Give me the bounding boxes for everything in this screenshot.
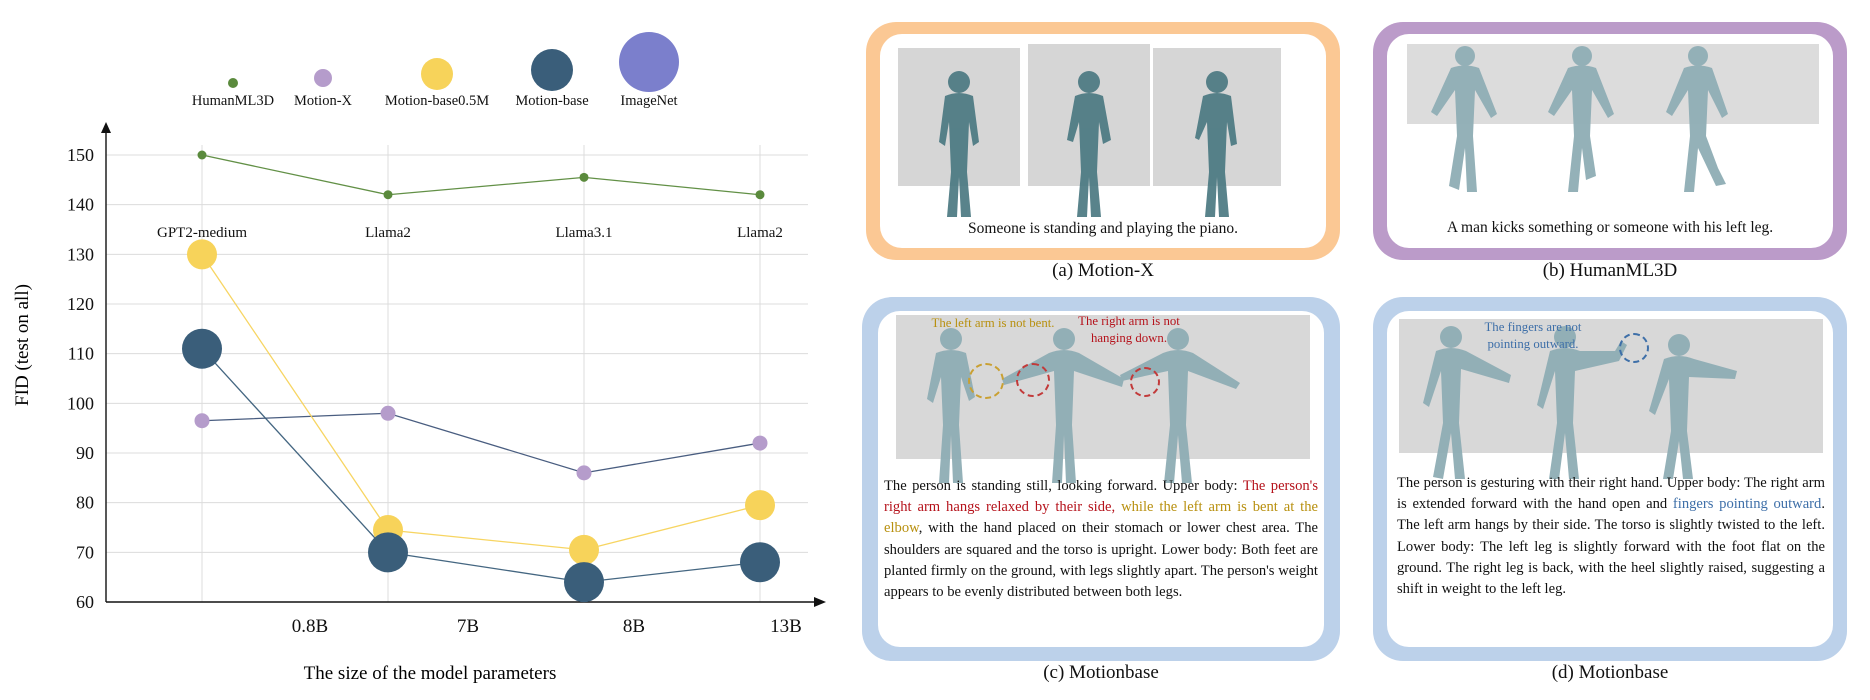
- point-0-3: [755, 190, 765, 200]
- x-axis-label: The size of the model parameters: [304, 663, 557, 684]
- legend-label-3: Motion-base: [515, 93, 588, 109]
- chart-axes: 60 70 80 90 100 110 120 130 140 150 0.8B 7B 8B 13B GPT…: [67, 122, 826, 637]
- legend-label-2: Motion-base0.5M: [385, 93, 489, 109]
- panel-b-label: (b) HumanML3D: [1542, 260, 1678, 281]
- y-tick-80: 80: [76, 493, 94, 513]
- point-1-2: [576, 465, 592, 481]
- panel-c-text-2: , with the hand placed on their stomach …: [884, 520, 1318, 601]
- panel-c-text-red: The person's right arm hangs relaxed by …: [884, 478, 1318, 516]
- chart-legend: HumanML3D Motion-X Motion-base0.5M Motion-b…: [192, 32, 679, 109]
- point-1-1: [380, 405, 396, 421]
- panel-d: The fingers are not pointing outward. Th…: [1373, 297, 1847, 661]
- panel-c-text-gold: while the left arm is bent at the elbow: [884, 499, 1319, 537]
- legend-marker-0: [228, 78, 238, 88]
- x-axis-arrow: [814, 597, 826, 607]
- panel-a: Someone is standing and playing the pian…: [866, 22, 1340, 260]
- series-line-1: [201, 412, 761, 474]
- legend-marker-4: [619, 32, 679, 92]
- panel-a-caption: Someone is standing and playing the pian…: [968, 220, 1238, 237]
- point-2-3: [745, 490, 775, 521]
- series-line-0: [201, 154, 761, 196]
- x-tick-1: 7B: [457, 616, 479, 637]
- legend-marker-3: [531, 49, 573, 91]
- highlight-circle-right-arm-1: [1016, 363, 1050, 397]
- panel-c-text-1: The person is standing still, looking fo…: [884, 478, 1243, 494]
- model-name-2: Llama3.1: [555, 225, 612, 241]
- x-tick-0: 0.8B: [292, 616, 328, 637]
- series-line-3: [201, 348, 761, 583]
- panel-c: The left arm is not bent. The right arm …: [862, 297, 1340, 661]
- human-figures-a: [939, 71, 1237, 217]
- y-tick-150: 150: [67, 145, 94, 165]
- x-tick-2: 8B: [623, 616, 645, 637]
- y-tick-90: 90: [76, 443, 94, 463]
- panel-c-label: (c) Motionbase: [1043, 662, 1159, 683]
- panel-a-label: (a) Motion-X: [1052, 260, 1154, 281]
- y-axis-arrow: [101, 122, 111, 133]
- y-tick-110: 110: [68, 344, 94, 364]
- note-fingers: The fingers are not pointing outward.: [1484, 320, 1582, 351]
- highlight-circle-right-arm-2: [1130, 367, 1160, 397]
- human-figures-d: [1423, 326, 1737, 479]
- y-tick-120: 120: [67, 294, 94, 314]
- x-tick-3: 13B: [770, 616, 802, 637]
- point-3-0: [182, 328, 222, 369]
- motion-frame-d: [1399, 319, 1823, 453]
- panel-d-text-1: The person is gesturing with their right…: [1397, 475, 1825, 513]
- y-axis-label: FID (test on all): [12, 284, 33, 406]
- legend-label-0: HumanML3D: [192, 93, 274, 109]
- panel-b-caption: A man kicks something or someone with hi…: [1446, 219, 1774, 236]
- legend-label-4: ImageNet: [620, 93, 677, 109]
- series-line-2: [201, 253, 761, 551]
- y-tick-60: 60: [76, 592, 94, 612]
- point-3-1: [368, 532, 408, 573]
- panel-c-description: The person is standing still, looking fo…: [884, 476, 1318, 603]
- panel-b: A man kicks something or someone with hi…: [1373, 22, 1847, 260]
- legend-label-1: Motion-X: [294, 93, 353, 109]
- model-name-1: Llama2: [365, 225, 411, 241]
- highlight-circle-fingers: [1619, 333, 1649, 363]
- y-tick-130: 130: [67, 244, 94, 264]
- chart-grid: [106, 145, 808, 603]
- panel-d-text-2: . The left arm hangs by their side. The …: [1397, 496, 1825, 598]
- chart-series: [182, 150, 780, 603]
- y-tick-100: 100: [67, 393, 94, 413]
- y-tick-140: 140: [67, 195, 94, 215]
- point-0-0: [197, 150, 207, 160]
- human-figures-b: [1431, 46, 1728, 192]
- model-name-3: Llama2: [737, 225, 783, 241]
- note-left-arm: The left arm is not bent.: [931, 316, 1055, 330]
- point-0-1: [383, 190, 393, 200]
- panel-d-label: (d) Motionbase: [1551, 662, 1669, 683]
- point-3-3: [740, 542, 780, 583]
- point-0-2: [579, 172, 589, 182]
- model-name-0: GPT2-medium: [157, 225, 247, 241]
- legend-marker-2: [421, 58, 453, 90]
- fid-chart: 60 70 80 90 100 110 120 130 140 150 0.8B 7B 8B 13B GPT…: [12, 32, 826, 684]
- point-1-0: [194, 413, 210, 429]
- highlight-circle-left-arm: [968, 363, 1004, 399]
- point-2-2: [569, 534, 599, 565]
- point-2-0: [187, 239, 217, 270]
- panel-d-text-blue: fingers pointing outward: [1672, 496, 1822, 513]
- panel-d-description: The person is gesturing with their right…: [1397, 473, 1825, 600]
- note-right-arm: The right arm is not hanging down.: [1078, 314, 1180, 345]
- legend-marker-1: [314, 69, 332, 87]
- point-1-3: [752, 435, 768, 451]
- point-3-2: [564, 562, 604, 603]
- y-tick-70: 70: [76, 542, 94, 562]
- human-figures-c: [927, 328, 1240, 483]
